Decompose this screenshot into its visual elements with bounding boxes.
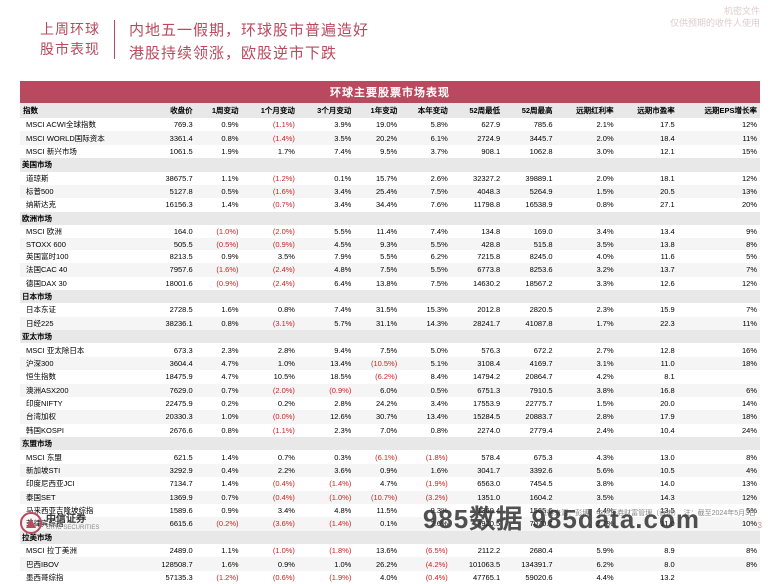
page-header: 上周环球 股市表现 内地五一假期，环球股市普遍造好 港股持续领涨，欧股逆市下跌 — [0, 0, 780, 75]
table-row: 标普5005127.80.5%(1.6%)3.4%25.4%7.5%4048.3… — [20, 185, 760, 198]
col-header: 本年变动 — [400, 103, 451, 118]
col-header: 52周最低 — [451, 103, 503, 118]
table-row: MSCI WORLD国际资本3361.40.8%(1.4%)3.5%20.2%6… — [20, 131, 760, 144]
col-header: 52周最高 — [503, 103, 555, 118]
table-row: STOXX 600505.5(0.5%)(0.9%)4.5%9.3%5.5%42… — [20, 238, 760, 249]
table-title: 环球主要股票市场表现 — [20, 81, 760, 103]
table-row: MSCI 东盟621.51.4%0.7%0.3%(6.1%)(1.8%)578.… — [20, 450, 760, 463]
table-row: 沪深3003604.44.7%1.0%13.4%(10.5%)5.1%3108.… — [20, 357, 760, 370]
watermark: 985数据 985data.com — [423, 499, 700, 536]
brand-logo: 中信证券 CITIC SECURITIES — [20, 512, 99, 534]
col-header: 远期市盈率 — [617, 103, 678, 118]
table-row: MSCI 新兴市场1061.51.9%1.7%7.4%9.5%3.7%908.1… — [20, 145, 760, 158]
table-row: 新加坡STI3292.90.4%2.2%3.6%0.9%1.6%3041.733… — [20, 464, 760, 477]
table-row: MSCI 拉丁美洲2489.01.1%(1.0%)(1.8%)13.6%(6.5… — [20, 544, 760, 557]
table-row: 日经22538236.10.8%(3.1%)5.7%31.1%14.3%2824… — [20, 317, 760, 330]
col-header: 收盘价 — [143, 103, 195, 118]
table-row: 印度尼西亚JCI7134.71.4%(0.4%)(1.4%)4.7%(1.9%)… — [20, 477, 760, 490]
page-number: 3 — [758, 521, 762, 530]
table-row: 澳洲ASX2007629.00.7%(2.0%)(0.9%)6.0%0.5%67… — [20, 384, 760, 397]
section-header: 美国市场 — [20, 158, 760, 171]
col-header: 远期EPS增长率 — [678, 103, 760, 118]
table-row: 台湾加权20330.31.0%(0.0%)12.6%30.7%13.4%1528… — [20, 410, 760, 423]
table-row: 道琼斯38675.71.1%(1.2%)0.1%15.7%2.6%32327.2… — [20, 172, 760, 185]
table-row: 英国富时1008213.50.9%3.5%7.9%5.5%6.2%7215.88… — [20, 250, 760, 263]
table-row: 日本东证2728.51.6%0.8%7.4%31.5%15.3%2012.828… — [20, 303, 760, 316]
section-header: 东盟市场 — [20, 437, 760, 450]
table-row: 巴西IBOV128508.71.6%0.9%1.0%26.2%(4.2%)101… — [20, 557, 760, 570]
table-row: MSCI ACWI全球指数769.30.9%(1.1%)3.9%19.0%5.8… — [20, 118, 760, 131]
table-row: MSCI 欧洲164.0(1.0%)(2.0%)5.5%11.4%7.4%134… — [20, 225, 760, 238]
col-header: 1年变动 — [354, 103, 400, 118]
header-right: 内地五一假期，环球股市普遍造好 港股持续领涨，欧股逆市下跌 — [129, 20, 369, 65]
col-header: 3个月变动 — [298, 103, 354, 118]
confidential-note: 机密文件 仅供预期的收件人使用 — [670, 6, 760, 29]
col-header: 1周变动 — [196, 103, 242, 118]
section-header: 亚太市场 — [20, 330, 760, 343]
table-row: 纳斯达克16156.31.4%(0.7%)3.4%34.4%7.6%11798.… — [20, 198, 760, 211]
table-row: 韩国KOSPI2676.60.8%(1.1%)2.3%7.0%0.8%2274.… — [20, 424, 760, 437]
col-header: 远期红利率 — [556, 103, 617, 118]
table-row: 墨西哥综指57135.3(1.2%)(0.6%)(1.9%)4.0%(0.4%)… — [20, 571, 760, 584]
header-left: 上周环球 股市表现 — [40, 20, 115, 59]
section-header: 欧洲市场 — [20, 212, 760, 225]
col-header: 指数 — [20, 103, 143, 118]
table-row: 印度NIFTY22475.90.2%0.2%2.8%24.2%3.4%17553… — [20, 397, 760, 410]
table-row: 法国CAC 407957.6(1.6%)(2.4%)4.8%7.5%5.5%67… — [20, 263, 760, 276]
section-header: 日本市场 — [20, 290, 760, 303]
table-row: 德国DAX 3018001.6(0.9%)(2.4%)6.4%13.8%7.5%… — [20, 277, 760, 290]
table-row: MSCI 亚太除日本673.32.3%2.8%9.4%7.5%5.0%576.3… — [20, 343, 760, 356]
col-header: 1个月变动 — [242, 103, 298, 118]
table-row: 恒生指数18475.94.7%10.5%18.5%(6.2%)8.4%14794… — [20, 370, 760, 383]
